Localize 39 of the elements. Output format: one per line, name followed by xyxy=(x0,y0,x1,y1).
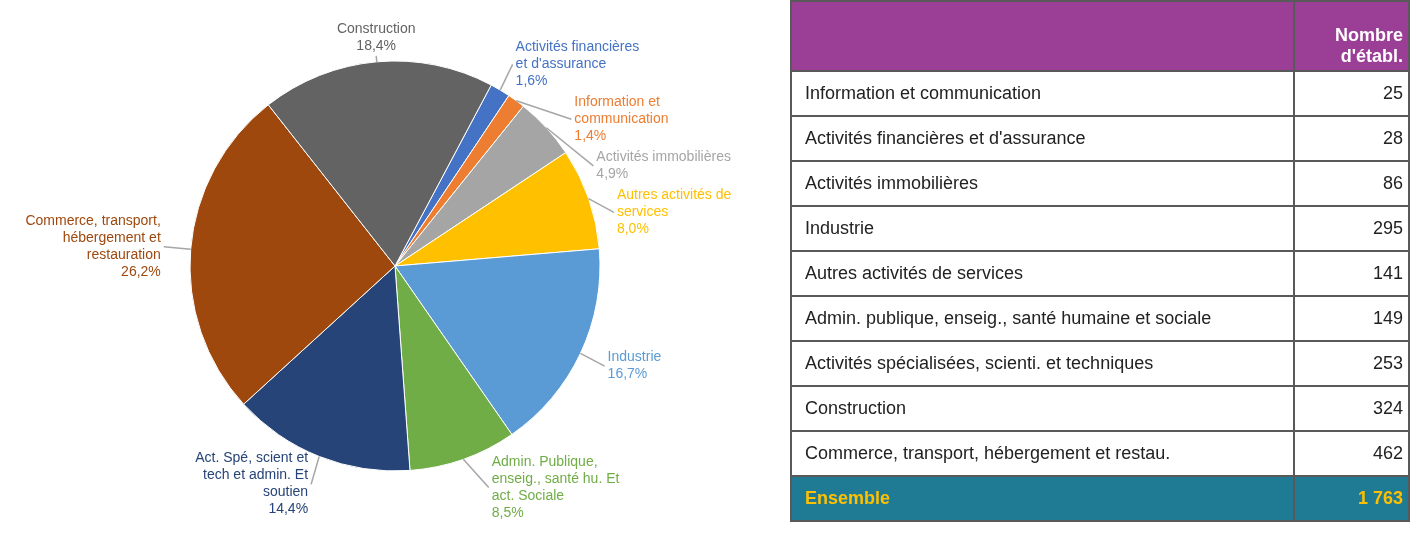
text: 1 763 xyxy=(1357,487,1403,508)
data-label: 18,4% xyxy=(356,36,397,53)
slice-label: Admin. Publique, enseig., santé hu. Et act. Sociale xyxy=(491,452,620,503)
data-label: 14,4% xyxy=(268,500,309,517)
data-label: 1,6% xyxy=(515,71,548,88)
data-label: 86 xyxy=(1382,172,1403,193)
category-label: Activités financières et d'assurance xyxy=(805,127,1086,148)
data-label: 8,0% xyxy=(616,219,649,236)
slice-label: Information et communication xyxy=(574,92,669,126)
slice-label: Act. Spé, scient et tech et admin. Et soutien xyxy=(195,449,309,500)
text: Ensemble xyxy=(805,487,891,508)
category-label: Activités spécialisées, scienti. et techniques xyxy=(805,352,1154,373)
data-label: 462 xyxy=(1372,442,1403,463)
data-label: 8,5% xyxy=(491,503,524,520)
slice-label: Activités immobilières xyxy=(596,147,731,164)
data-label: 149 xyxy=(1372,307,1403,328)
data-label: 25 xyxy=(1382,82,1403,103)
category-label: Information et communication xyxy=(805,82,1042,103)
category-label: Industrie xyxy=(805,217,875,238)
data-label: 28 xyxy=(1382,127,1403,148)
data-label: 253 xyxy=(1372,352,1403,373)
category-label: Autres activités de services xyxy=(805,262,1024,283)
category-label: Commerce, transport, hébergement et restau. xyxy=(805,442,1171,463)
category-label: Activités immobilières xyxy=(805,172,979,193)
data-label: 16,7% xyxy=(607,365,648,382)
slice-label: Construction xyxy=(336,19,416,36)
data-label: 26,2% xyxy=(121,262,161,279)
slice-label: Autres activités de services xyxy=(616,185,732,219)
data-label: 4,9% xyxy=(596,164,629,181)
category-label: Admin. publique, enseig., santé humaine et sociale xyxy=(805,307,1212,328)
category-label: Construction xyxy=(805,397,907,418)
data-label: 295 xyxy=(1372,217,1403,238)
slice-label: Commerce, transport, hébergement et restauration xyxy=(25,211,161,262)
slice-label: Activités financières et d'assurance xyxy=(515,37,640,71)
slice-label: Industrie xyxy=(607,348,662,365)
data-label: 1,4% xyxy=(574,126,607,143)
data-label: 141 xyxy=(1372,262,1403,283)
text: Nombre d'établ. xyxy=(1334,25,1403,66)
data-label: 324 xyxy=(1372,397,1403,418)
